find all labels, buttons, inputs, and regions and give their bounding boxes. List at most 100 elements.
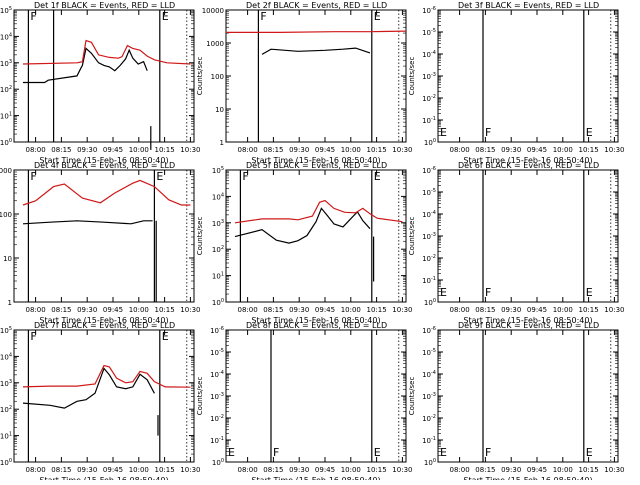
- y-tick-label: 10-6: [422, 166, 436, 175]
- y-tick-label: 102: [0, 85, 12, 94]
- events-series-line: [234, 207, 371, 244]
- x-axis-label: Start Time (15-Feb-16 08:50:40): [39, 476, 168, 480]
- y-tick-label: 10-1: [422, 116, 436, 125]
- y-tick-label: 10-4: [422, 370, 436, 379]
- y-tick-label: 100: [0, 211, 12, 219]
- panel-title: Det 4f BLACK = Events, RED = LLD: [34, 161, 175, 170]
- x-tick-label: 10:00: [129, 466, 149, 474]
- panel-title: Det 8f BLACK = Events, RED = LLD: [246, 321, 387, 330]
- x-tick-label: 09:45: [103, 146, 123, 154]
- x-axis-label: Start Time (15-Feb-16 08:50:40): [39, 316, 168, 325]
- y-tick-label: 10-6: [422, 326, 436, 335]
- x-tick-label: 08:15: [51, 306, 71, 314]
- x-axis-label: Start Time (15-Feb-16 08:50:40): [463, 316, 592, 325]
- x-tick-label: 09:45: [315, 306, 335, 314]
- y-tick-label: 101: [0, 112, 12, 121]
- y-tick-label: 10-6: [422, 6, 436, 15]
- x-tick-label: 08:15: [51, 466, 71, 474]
- x-tick-label: 10:15: [367, 466, 387, 474]
- plot-frame: [225, 9, 407, 143]
- y-tick-label: 105: [0, 326, 12, 335]
- y-tick-label: 10-1: [422, 276, 436, 285]
- x-tick-label: 08:00: [238, 466, 258, 474]
- x-tick-label: 10:15: [579, 146, 599, 154]
- marker-E: E: [162, 330, 169, 343]
- events-series-line: [22, 367, 155, 409]
- y-tick-label: 102: [0, 405, 12, 414]
- marker-F: F: [273, 446, 279, 459]
- marker-F: F: [485, 286, 491, 299]
- marker-E: E: [374, 170, 381, 183]
- panel-title: Det 9f BLACK = Events, RED = LLD: [458, 321, 599, 330]
- y-tick-label: 10000: [202, 7, 224, 15]
- x-tick-label: 10:00: [129, 306, 149, 314]
- x-tick-label: 10:30: [392, 146, 412, 154]
- x-tick-label: 08:00: [450, 146, 470, 154]
- y-tick-label: 10-4: [422, 210, 436, 219]
- x-tick-label: 08:00: [26, 306, 46, 314]
- x-axis-label: Start Time (15-Feb-16 08:50:40): [251, 316, 380, 325]
- y-tick-label: 100: [424, 458, 436, 467]
- x-tick-label: 08:15: [263, 306, 283, 314]
- x-tick-label: 10:15: [579, 306, 599, 314]
- detector-panel-3f: Det 3f BLACK = Events, RED = LLD 100 10-1 1…: [408, 1, 624, 165]
- panel-title: Det 1f BLACK = Events, RED = LLD: [34, 1, 175, 10]
- y-tick-label: 102: [212, 245, 224, 254]
- x-tick-label: 09:30: [77, 466, 97, 474]
- panel-title: Det 3f BLACK = Events, RED = LLD: [458, 1, 599, 10]
- y-tick-label: 100: [212, 458, 224, 467]
- x-tick-label: 09:30: [289, 146, 309, 154]
- x-tick-label: 09:30: [501, 466, 521, 474]
- x-tick-label: 08:00: [450, 306, 470, 314]
- x-tick-label: 09:45: [315, 466, 335, 474]
- panel-title: Det 5f BLACK = Events, RED = LLD: [246, 161, 387, 170]
- x-tick-label: 10:15: [155, 466, 175, 474]
- x-tick-label: 08:15: [475, 146, 495, 154]
- y-tick-label: 10-1: [422, 436, 436, 445]
- x-tick-label: 09:45: [315, 146, 335, 154]
- y-tick-label: 100: [211, 73, 224, 81]
- events-series-line: [22, 220, 153, 225]
- y-tick-label: 10-6: [210, 326, 224, 335]
- marker-E: E: [440, 126, 447, 139]
- x-tick-label: 10:30: [180, 466, 200, 474]
- marker-E: E: [162, 10, 169, 23]
- x-tick-label: 10:30: [604, 306, 624, 314]
- y-tick-label: 10-1: [210, 436, 224, 445]
- x-tick-label: 10:30: [604, 466, 624, 474]
- y-axis-label: Counts/sec: [196, 57, 204, 96]
- plot-frame: [13, 329, 195, 463]
- x-tick-label: 10:30: [392, 466, 412, 474]
- x-tick-label: 09:45: [527, 146, 547, 154]
- y-tick-label: 104: [0, 352, 12, 361]
- y-tick-label: 105: [0, 6, 12, 15]
- marker-E: E: [586, 446, 593, 459]
- marker-E: E: [374, 446, 381, 459]
- y-tick-label: 10-5: [422, 28, 436, 37]
- x-tick-label: 08:00: [26, 146, 46, 154]
- plot-frame: [225, 329, 407, 463]
- y-axis-label: Counts/sec: [408, 377, 416, 416]
- x-tick-label: 09:45: [527, 306, 547, 314]
- x-tick-label: 09:45: [527, 466, 547, 474]
- detector-panel-8f: Det 8f BLACK = Events, RED = LLD 100 10-1 1…: [196, 321, 412, 485]
- x-tick-label: 09:30: [289, 466, 309, 474]
- x-tick-label: 09:45: [103, 306, 123, 314]
- marker-F: F: [485, 446, 491, 459]
- panel-title: Det 6f BLACK = Events, RED = LLD: [458, 161, 599, 170]
- x-tick-label: 08:15: [475, 306, 495, 314]
- y-tick-label: 100: [212, 298, 224, 307]
- y-tick-label: 100: [424, 138, 436, 147]
- detector-panel-5f: Det 5f BLACK = Events, RED = LLD 100 101 10…: [196, 161, 412, 325]
- x-tick-label: 10:00: [553, 146, 573, 154]
- marker-E: E: [586, 286, 593, 299]
- x-tick-label: 10:15: [579, 466, 599, 474]
- marker-F: F: [30, 330, 36, 343]
- x-tick-label: 10:30: [180, 306, 200, 314]
- y-tick-label: 10-3: [422, 72, 436, 81]
- y-tick-label: 10-3: [210, 392, 224, 401]
- y-tick-label: 104: [0, 32, 12, 41]
- detector-panel-6f: Det 6f BLACK = Events, RED = LLD 100 10-1 1…: [408, 161, 624, 325]
- y-tick-label: 1000: [0, 167, 12, 175]
